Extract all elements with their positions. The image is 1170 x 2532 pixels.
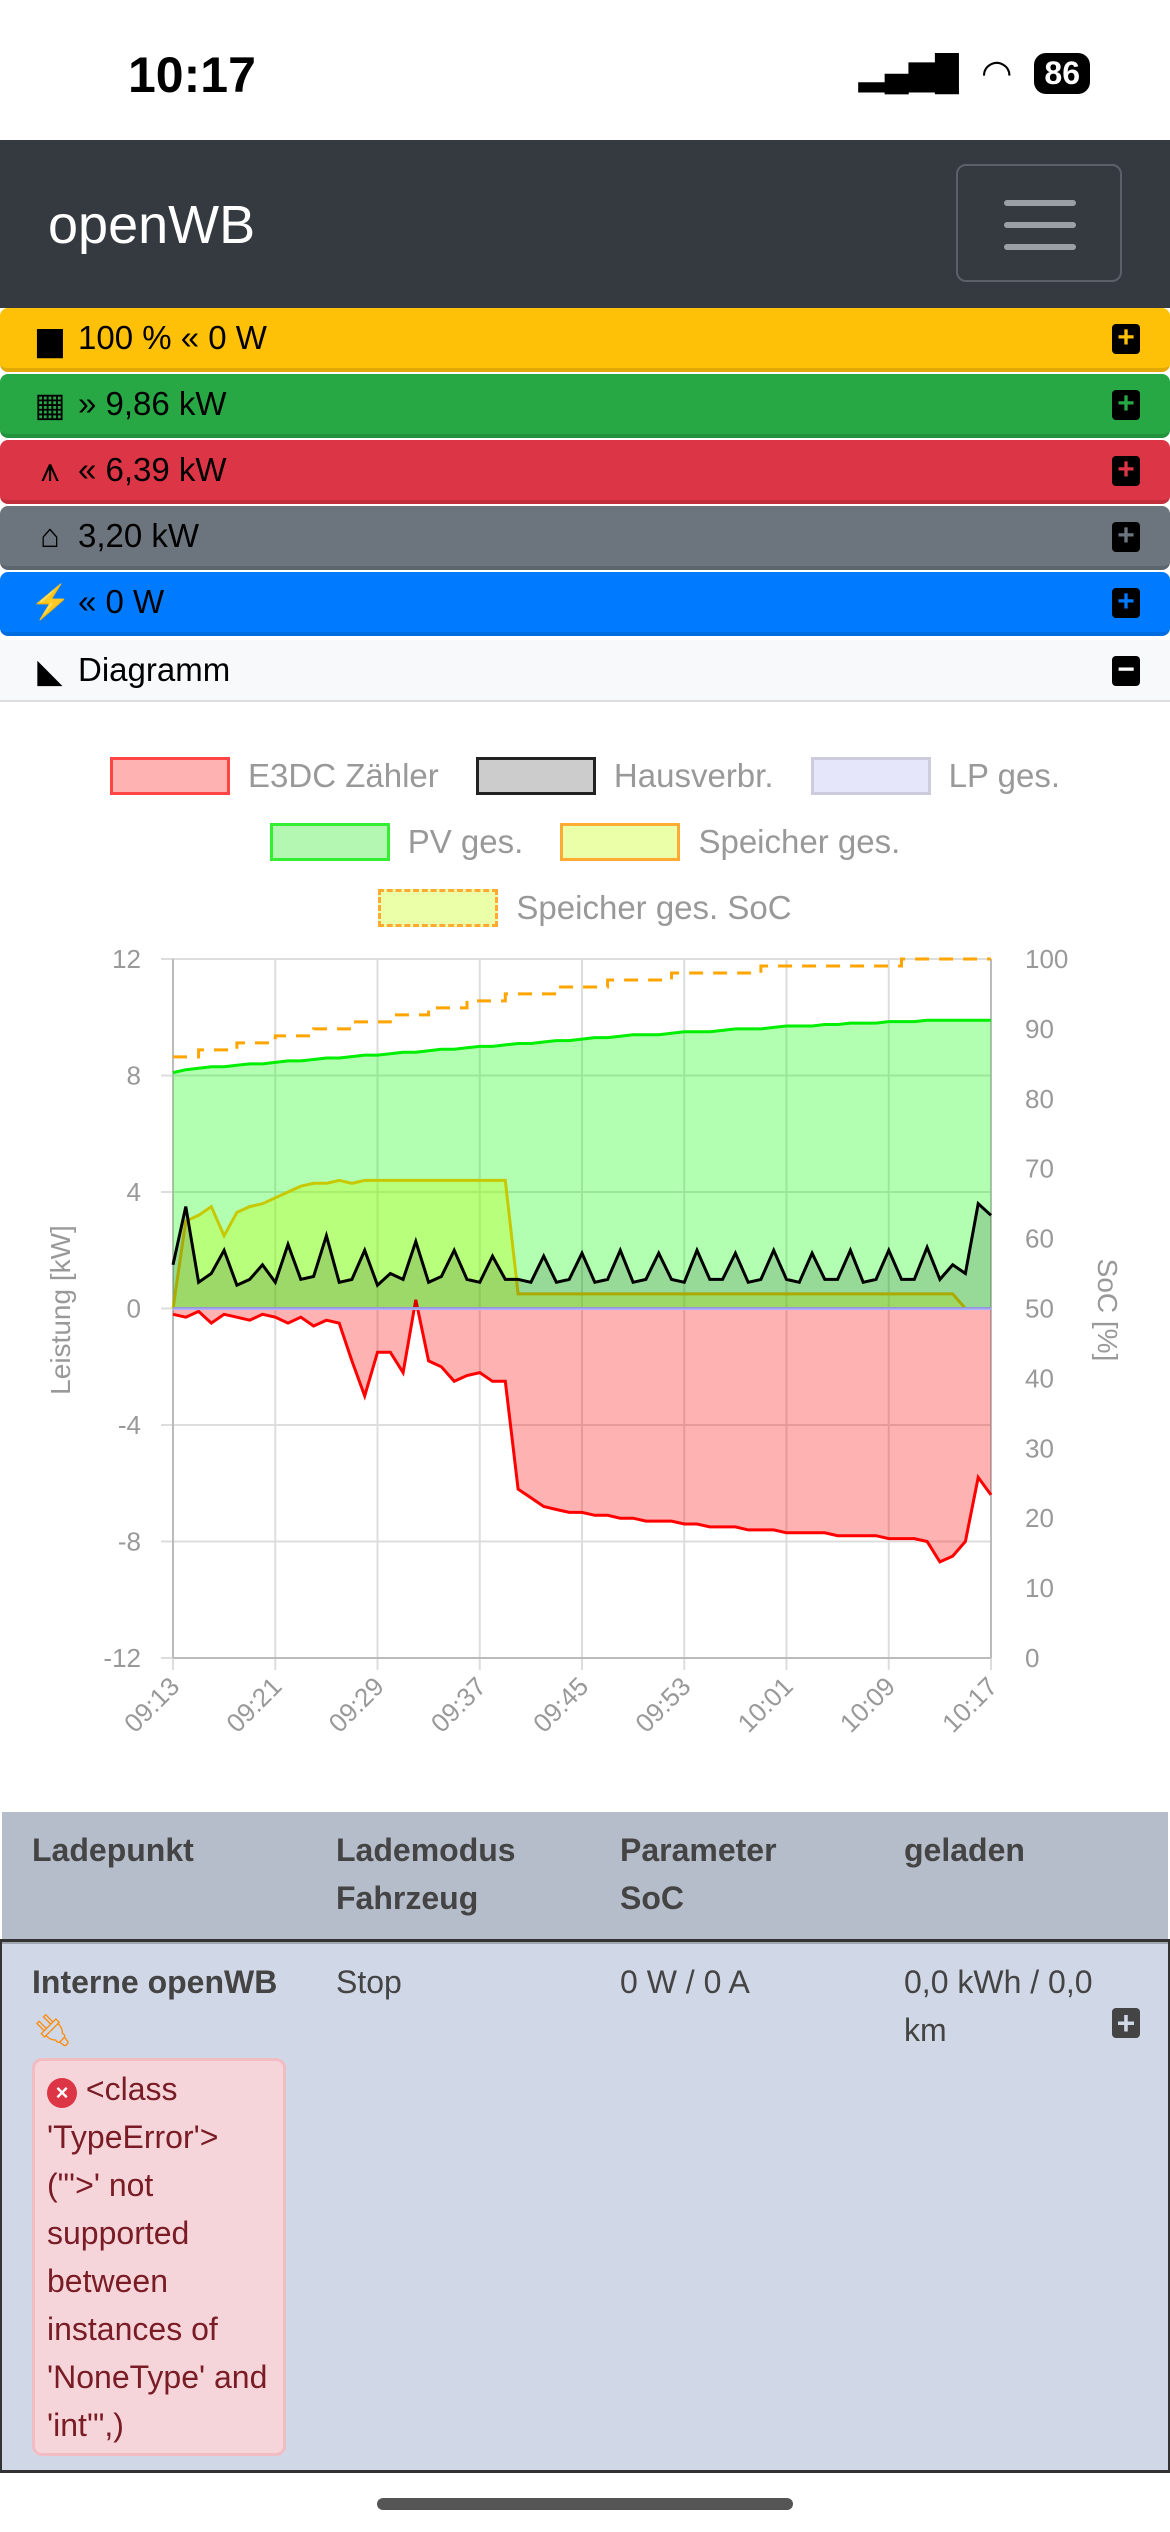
y-tick-label: 12 [112,944,141,974]
x-tick-label: 09:37 [425,1671,492,1738]
battery-row[interactable]: ▆ 100 % « 0 W + [0,308,1170,372]
status-bar: 10:17 ▂▄▆█ ◠ 86 [0,0,1170,140]
home-indicator [377,2498,793,2510]
collapse-icon[interactable]: − [1112,655,1140,686]
y-tick-label: -12 [103,1643,141,1673]
y-tick-label: 8 [127,1061,141,1091]
legend-item[interactable]: Speicher ges. SoC [378,884,792,932]
col-parameter: Parameter SoC [590,1812,874,1944]
col-geladen: geladen [874,1812,1168,1944]
chargepoint-table: Ladepunkt Lademodus Fahrzeug Parameter SoC… [0,1812,1170,2473]
params: 0 W / 0 A [590,1942,874,2470]
legend-label: LP ges. [948,757,1060,794]
series-area-speicher-ges- [173,1180,991,1309]
table-row: Interne openWB 🔌︎ × <class 'TypeError'> … [0,1939,1170,2473]
y-tick-label: 4 [127,1177,141,1207]
legend-item[interactable]: E3DC Zähler [110,752,439,800]
battery-value: 100 % « 0 W [78,319,267,356]
solar-panel-icon: ▦ [34,385,66,423]
series-line-speicher-ges-soc [173,957,991,1059]
signal-icon: ▂▄▆█ [858,54,959,92]
x-tick-label: 10:09 [834,1671,901,1738]
power-tower-icon: ⩚ [40,450,60,488]
charge-mode: Stop [306,1942,590,2470]
col-lademodus: Lademodus Fahrzeug [306,1812,590,1944]
house-icon: ⌂ [40,517,60,554]
legend-label: Speicher ges. [698,823,901,860]
y2-tick-label: 90 [1025,1014,1054,1044]
area-chart-icon: ◣ [37,651,63,689]
legend-item[interactable]: Hausverbr. [475,752,774,800]
y2-tick-label: 10 [1025,1573,1054,1603]
expand-icon[interactable]: + [1112,455,1140,486]
chargepoint-row[interactable]: ⚡ « 0 W + [0,572,1170,636]
grid-row[interactable]: ⩚ « 6,39 kW + [0,440,1170,504]
expand-icon[interactable]: + [1112,323,1140,354]
series-line-pv-ges- [172,1018,991,1075]
y2-tick-label: 80 [1025,1084,1054,1114]
legend-item[interactable]: Speicher ges. [560,818,900,866]
pv-value: » 9,86 kW [78,385,227,422]
x-tick-label: 09:53 [629,1671,696,1738]
expand-icon[interactable]: + [1112,389,1140,420]
y2-tick-label: 70 [1025,1154,1054,1184]
legend-item[interactable]: PV ges. [269,818,524,866]
y2-tick-label: 30 [1025,1433,1054,1463]
navbar: openWB [0,140,1170,308]
legend-label: Hausverbr. [613,757,774,794]
chargepoint-name[interactable]: Interne openWB [32,1964,278,2000]
pv-row[interactable]: ▦ » 9,86 kW + [0,374,1170,438]
y2-tick-label: 20 [1025,1503,1054,1533]
chargepoint-value: « 0 W [78,583,165,620]
y2-tick-label: 0 [1025,1643,1039,1673]
y2-tick-label: 60 [1025,1224,1054,1254]
battery-icon: ▆ [37,319,63,357]
x-tick-label: 09:29 [323,1671,390,1738]
x-tick-label: 09:13 [118,1671,185,1738]
plug-icon: 🔌︎ [32,2012,73,2048]
y2-tick-label: 50 [1025,1294,1054,1324]
charging-station-icon: ⚡ [30,582,72,620]
y2-axis-label: SoC [%] [1092,1259,1123,1362]
error-icon: × [47,2078,77,2108]
grid-value: « 6,39 kW [78,451,227,488]
y-axis-label: Leistung [kW] [45,1225,76,1395]
y2-tick-label: 100 [1025,944,1068,974]
series-area-pv-ges- [173,1020,991,1309]
x-tick-label: 09:21 [220,1671,287,1738]
charged: 0,0 kWh / 0,0 km [904,1964,1093,2048]
wifi-icon: ◠ [980,52,1013,93]
clock: 10:17 [128,47,256,103]
col-ladepunkt: Ladepunkt [2,1812,306,1944]
brand[interactable]: openWB [48,195,256,255]
y2-tick-label: 40 [1025,1363,1054,1393]
legend-item[interactable]: LP ges. [810,752,1060,800]
legend-label: Speicher ges. SoC [516,889,792,926]
series-line-e-dc-z-hler [172,1299,993,1564]
legend-label: PV ges. [407,823,524,860]
diagram-row[interactable]: ◣ Diagramm − [0,640,1170,702]
error-message: × <class 'TypeError'> ("'>' not supporte… [32,2058,286,2456]
expand-icon[interactable]: + [1112,521,1140,552]
menu-toggle-button[interactable] [956,164,1122,282]
house-value: 3,20 kW [78,517,200,554]
diagram-label: Diagramm [78,651,231,688]
series-line-hausverbr- [171,1200,993,1288]
x-tick-label: 10:01 [732,1671,799,1738]
series-line-speicher-ges- [171,1178,991,1310]
table-header: Ladepunkt Lademodus Fahrzeug Parameter SoC… [2,1812,1168,1944]
battery-level: 86 [1034,52,1090,94]
x-tick-label: 10:17 [936,1671,1003,1738]
expand-icon[interactable]: + [1112,2007,1140,2039]
y-tick-label: 0 [127,1294,141,1324]
x-tick-label: 09:45 [527,1671,594,1738]
house-row[interactable]: ⌂ 3,20 kW + [0,506,1170,570]
expand-icon[interactable]: + [1112,587,1140,618]
series-area-e-dc-z-hler [173,1299,991,1562]
chart-legend: E3DC Zähler Hausverbr. LP ges. PV ges. S… [0,752,1170,950]
power-chart: Leistung [kW] SoC [%] 12840-4-8-12100908… [45,944,1123,1738]
y-tick-label: -8 [118,1527,141,1557]
legend-label: E3DC Zähler [248,757,439,794]
y-tick-label: -4 [118,1410,141,1440]
